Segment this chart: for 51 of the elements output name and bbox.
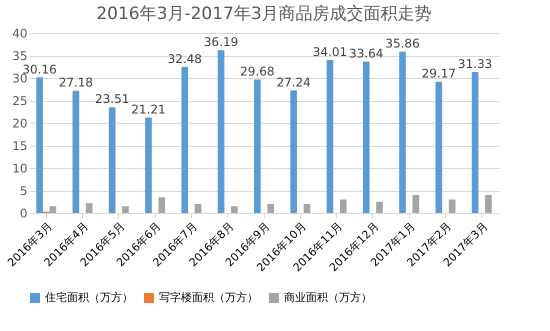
bar [267, 204, 274, 213]
bar [181, 66, 188, 213]
data-label: 34.01 [312, 44, 348, 59]
bar [145, 118, 152, 213]
y-tick-label: 30 [12, 72, 28, 86]
data-label: 33.64 [349, 46, 384, 61]
bar [304, 204, 310, 213]
bar [340, 200, 347, 213]
data-label: 27.24 [276, 75, 311, 90]
bar [36, 77, 43, 213]
data-label: 32.48 [168, 52, 202, 66]
bar [86, 203, 93, 213]
data-label: 31.33 [458, 57, 492, 72]
bar [362, 62, 370, 213]
data-label: 29.68 [240, 64, 275, 78]
y-tick-label: 10 [12, 162, 28, 176]
y-tick-label: 0 [20, 206, 28, 220]
bar [290, 90, 297, 213]
bar [72, 90, 80, 213]
data-label: 27.18 [58, 76, 94, 90]
bar [218, 50, 224, 213]
bar [254, 79, 261, 213]
data-label: 21.21 [131, 102, 166, 117]
bar [231, 206, 238, 213]
bar [435, 82, 442, 213]
y-tick-label: 25 [12, 94, 28, 108]
data-label: 23.51 [94, 92, 130, 106]
bar [376, 202, 383, 213]
bar [50, 206, 56, 213]
bar [448, 200, 456, 213]
bar [472, 72, 478, 213]
bar [108, 107, 116, 213]
data-label: 36.19 [204, 35, 238, 50]
bar [158, 197, 166, 213]
legend-label: 写字楼面积（万方） [159, 291, 258, 304]
bar [412, 195, 420, 213]
y-tick-label: 15 [12, 139, 28, 153]
y-tick-label: 20 [12, 116, 28, 130]
bar [194, 204, 202, 213]
data-label: 35.86 [385, 36, 420, 51]
chart-title: 2016年3月-2017年3月商品房成交面积走势 [96, 4, 432, 24]
bar [399, 52, 406, 213]
bar [485, 195, 492, 213]
y-tick-label: 5 [20, 184, 28, 198]
bar [326, 60, 334, 213]
y-tick-label: 35 [12, 49, 28, 63]
legend-label: 住宅面积（万方） [45, 291, 133, 304]
legend-label: 商业面积（万方） [284, 291, 372, 304]
y-tick-label: 40 [12, 26, 28, 40]
bar [122, 206, 129, 213]
data-label: 29.17 [422, 66, 456, 81]
